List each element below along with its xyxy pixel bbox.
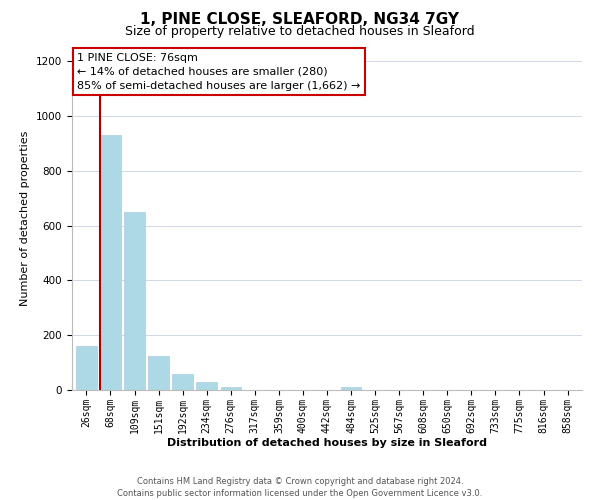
Text: 1, PINE CLOSE, SLEAFORD, NG34 7GY: 1, PINE CLOSE, SLEAFORD, NG34 7GY — [140, 12, 460, 28]
Text: Contains HM Land Registry data © Crown copyright and database right 2024.
Contai: Contains HM Land Registry data © Crown c… — [118, 476, 482, 498]
Y-axis label: Number of detached properties: Number of detached properties — [20, 131, 31, 306]
Bar — [100, 135, 121, 390]
Bar — [196, 382, 217, 390]
Bar — [341, 388, 361, 390]
Bar — [124, 212, 145, 390]
Bar — [172, 374, 193, 390]
Bar — [221, 388, 241, 390]
Bar — [76, 346, 97, 390]
Text: Size of property relative to detached houses in Sleaford: Size of property relative to detached ho… — [125, 25, 475, 38]
Bar — [148, 356, 169, 390]
Text: 1 PINE CLOSE: 76sqm
← 14% of detached houses are smaller (280)
85% of semi-detac: 1 PINE CLOSE: 76sqm ← 14% of detached ho… — [77, 52, 361, 90]
X-axis label: Distribution of detached houses by size in Sleaford: Distribution of detached houses by size … — [167, 438, 487, 448]
